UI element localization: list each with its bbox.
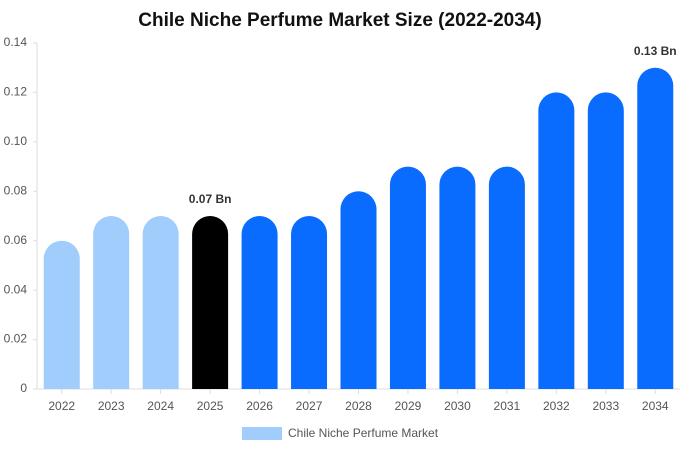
x-tick-label: 2034 — [642, 399, 669, 413]
y-tick-label: 0.08 — [4, 183, 28, 197]
x-tick-label: 2025 — [197, 399, 224, 413]
x-tick-label: 2033 — [592, 399, 619, 413]
bar — [142, 216, 179, 389]
y-tick-label: 0.14 — [4, 35, 28, 49]
legend-label: Chile Niche Perfume Market — [288, 426, 439, 440]
x-tick-label: 2027 — [296, 399, 323, 413]
bar — [488, 166, 525, 389]
bar — [93, 216, 130, 389]
x-tick-label: 2026 — [246, 399, 273, 413]
bar — [587, 92, 624, 389]
value-label: 0.07 Bn — [189, 192, 232, 206]
legend-swatch — [242, 427, 282, 440]
y-tick-label: 0.06 — [4, 233, 28, 247]
bar — [439, 166, 476, 389]
bar — [291, 216, 328, 389]
bar — [241, 216, 278, 389]
bar — [538, 92, 575, 389]
y-tick-label: 0.12 — [4, 85, 28, 99]
chart-title: Chile Niche Perfume Market Size (2022-20… — [138, 10, 541, 31]
bar — [43, 240, 80, 389]
bar — [340, 191, 377, 389]
bar — [192, 216, 229, 389]
x-tick-label: 2030 — [444, 399, 471, 413]
value-label: 0.13 Bn — [634, 44, 677, 58]
y-tick-label: 0 — [20, 381, 27, 395]
bar — [637, 67, 674, 389]
y-tick-label: 0.10 — [4, 134, 28, 148]
x-tick-label: 2031 — [494, 399, 521, 413]
x-tick-label: 2032 — [543, 399, 570, 413]
y-tick-label: 0.02 — [4, 332, 28, 346]
x-tick-label: 2028 — [345, 399, 372, 413]
x-tick-label: 2024 — [147, 399, 174, 413]
x-tick-label: 2029 — [395, 399, 422, 413]
y-tick-label: 0.04 — [4, 282, 28, 296]
x-tick-label: 2023 — [98, 399, 125, 413]
bar — [389, 166, 426, 389]
x-tick-label: 2022 — [48, 399, 75, 413]
